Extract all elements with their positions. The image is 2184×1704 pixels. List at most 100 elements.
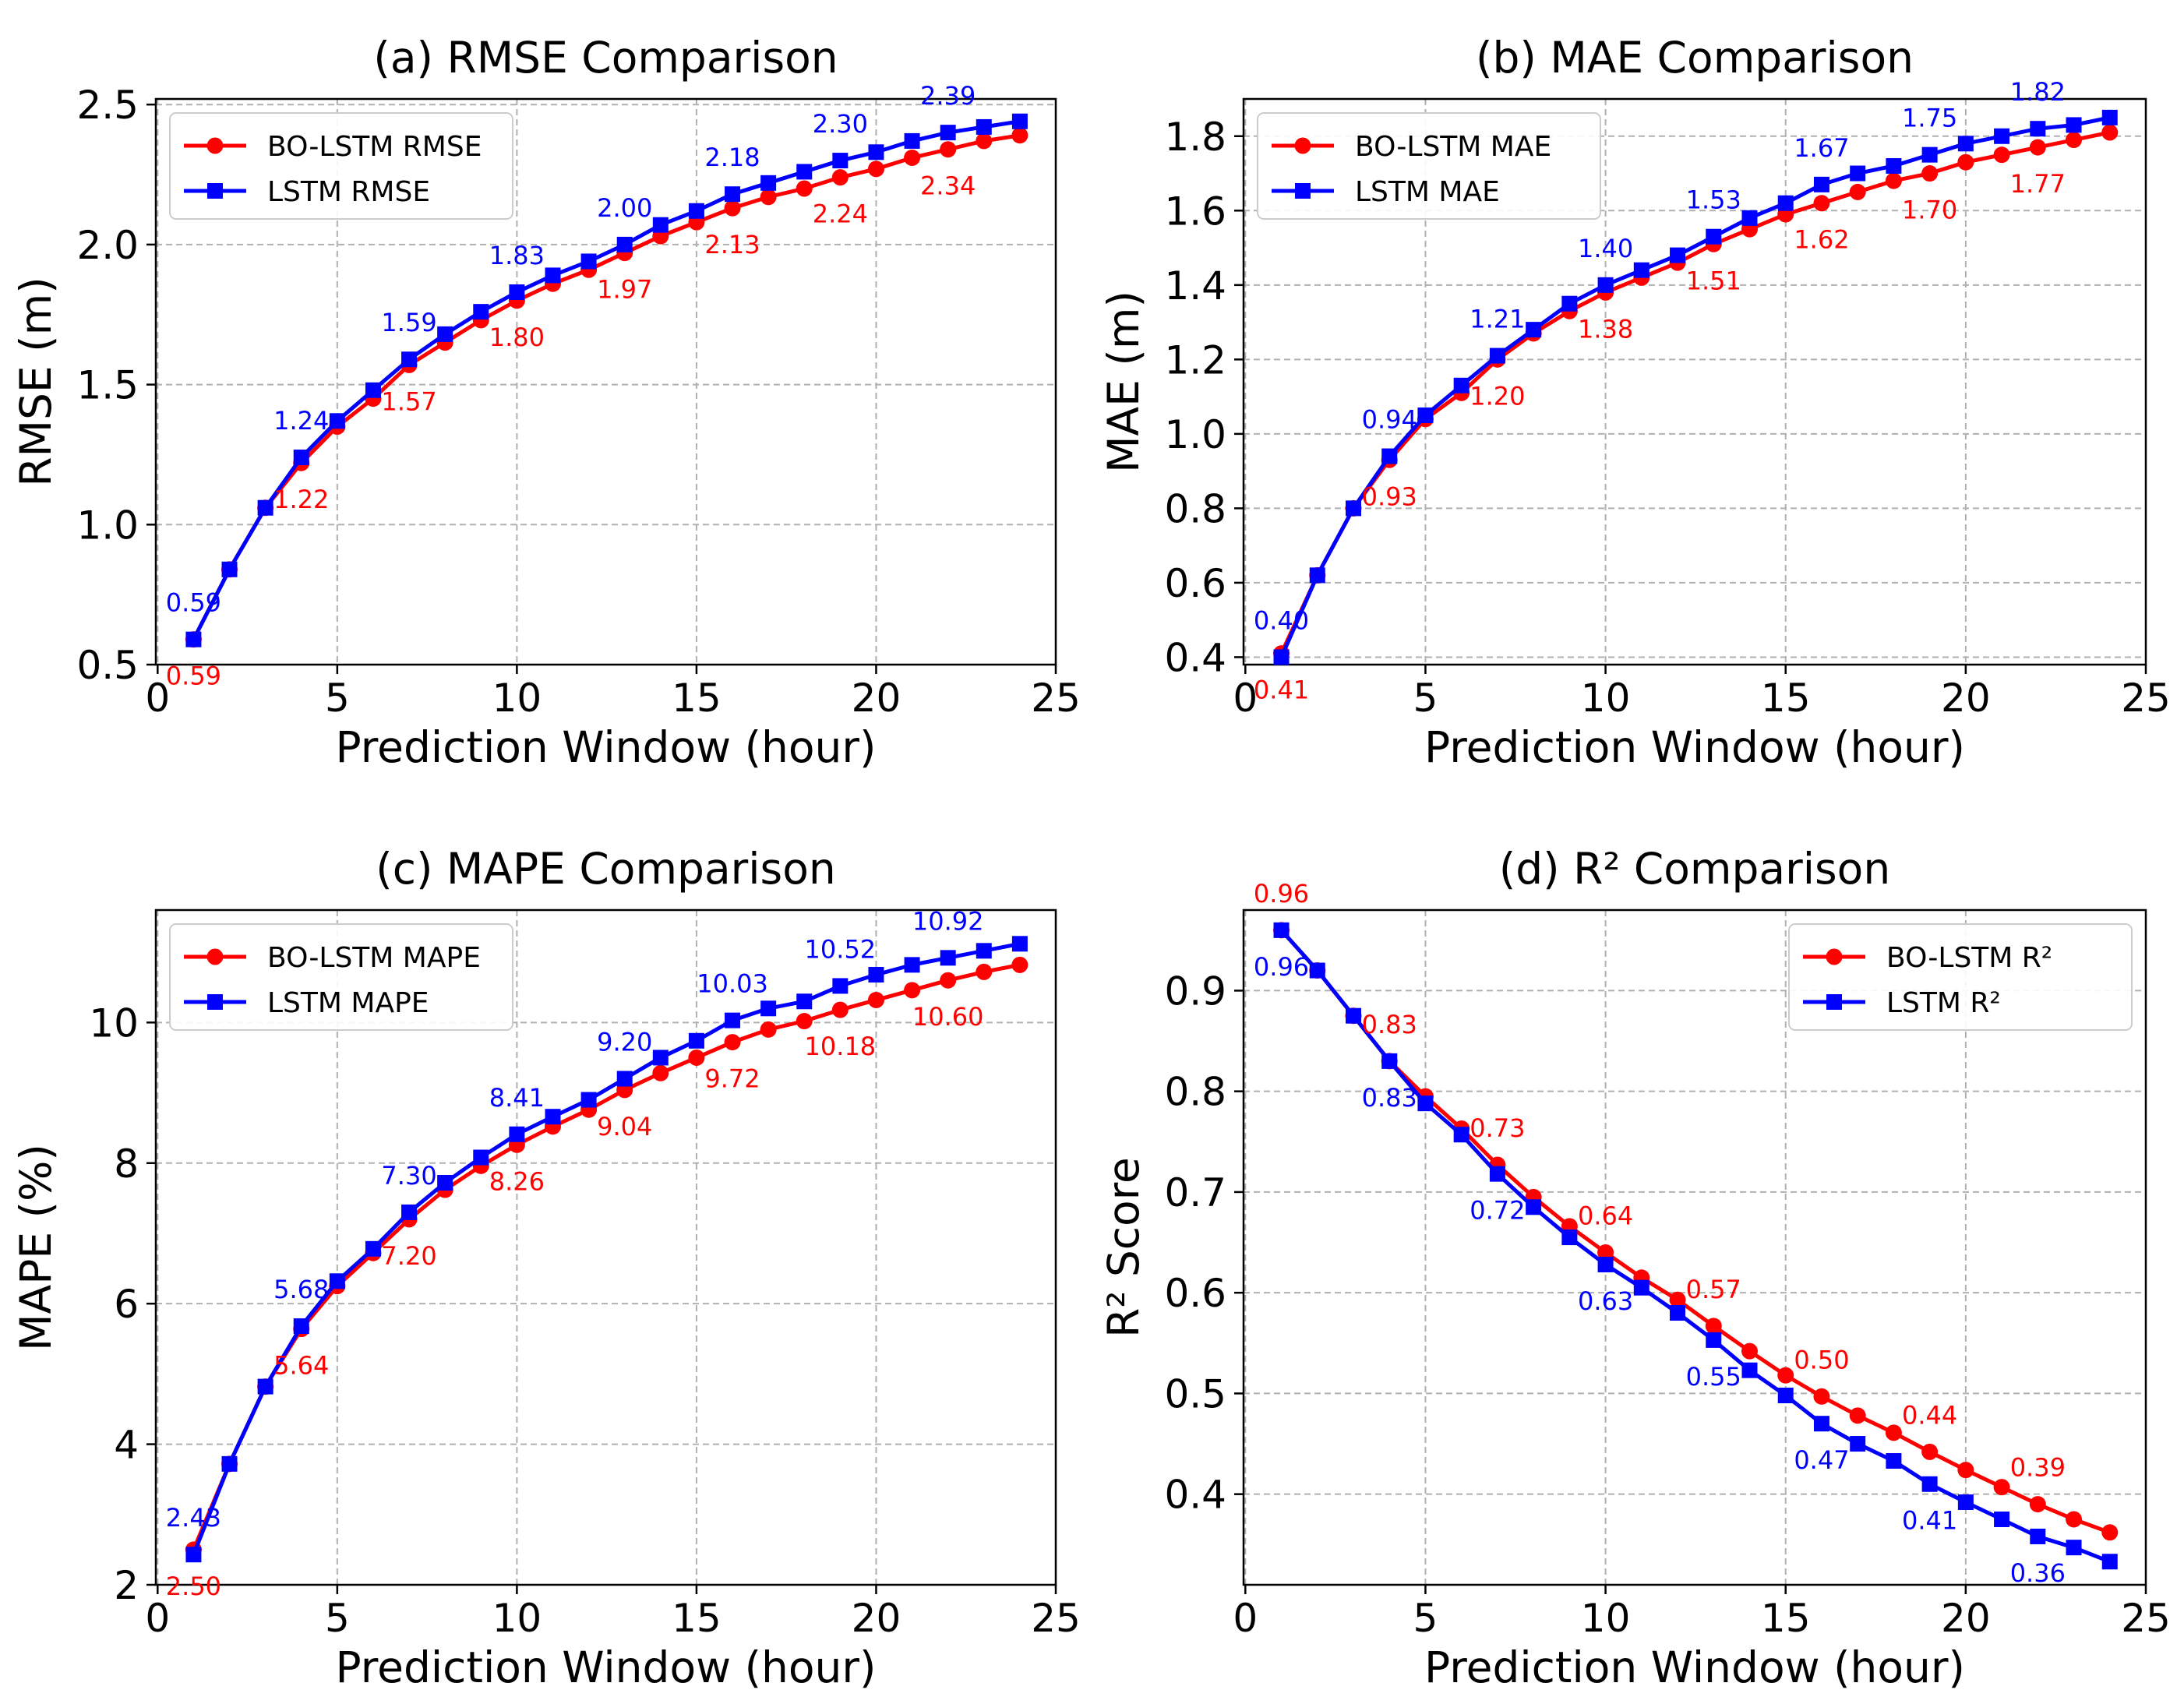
data-point-circle: [1741, 1342, 1758, 1360]
data-point-square: [976, 118, 992, 135]
data-point-circle: [2066, 1511, 2083, 1528]
data-point-square: [1453, 377, 1470, 393]
data-label: 2.50: [166, 1572, 221, 1601]
data-label: 1.59: [381, 308, 436, 337]
data-label: 1.57: [381, 386, 436, 416]
data-point-circle: [1813, 195, 1830, 212]
data-label: 10.18: [805, 1032, 877, 1061]
data-point-circle: [1957, 153, 1974, 171]
data-point-circle: [1993, 1479, 2010, 1496]
data-point-square: [545, 1109, 561, 1125]
legend-box: [1257, 112, 1601, 220]
data-point-square: [976, 943, 992, 959]
data-point-square: [1453, 1127, 1470, 1143]
data-point-square: [1526, 322, 1542, 338]
data-label: 1.67: [1794, 133, 1849, 163]
data-point-circle: [1921, 165, 1939, 182]
data-point-circle: [1957, 1462, 1974, 1479]
y-tick-label: 1.8: [1164, 115, 1226, 160]
y-axis-label: RMSE (m): [11, 277, 61, 486]
data-point-circle: [1849, 1407, 1866, 1424]
y-tick-label: 1.2: [1164, 337, 1226, 383]
data-point-square: [940, 950, 956, 966]
y-tick-label: 0.4: [1164, 1473, 1226, 1518]
data-label: 1.38: [1578, 314, 1633, 344]
data-point-square: [1957, 1494, 1974, 1511]
data-point-square: [293, 1318, 309, 1335]
data-point-square: [832, 978, 849, 994]
data-point-square: [725, 186, 741, 203]
data-label: 7.30: [381, 1161, 436, 1191]
x-tick-label: 25: [2121, 1596, 2171, 1641]
data-label: 7.20: [381, 1241, 436, 1271]
data-label: 9.20: [597, 1028, 652, 1057]
legend-label: BO-LSTM R²: [1886, 942, 2052, 974]
data-point-square: [473, 1149, 489, 1166]
axes-frame: [1242, 908, 2147, 1586]
data-point-square: [1741, 1362, 1758, 1378]
data-point-square: [1777, 195, 1794, 211]
data-label: 9.04: [597, 1112, 652, 1141]
x-tick-label: 0: [1233, 676, 1258, 721]
data-point-square: [652, 1050, 669, 1066]
x-tick-label: 15: [1761, 1596, 1811, 1641]
data-point-circle: [831, 169, 849, 186]
data-point-square: [1561, 1229, 1578, 1246]
data-point-circle: [976, 963, 993, 980]
data-label: 1.51: [1686, 266, 1741, 295]
data-point-square: [1741, 210, 1758, 226]
y-tick-label: 0.9: [1164, 968, 1226, 1014]
legend-marker-square: [1826, 994, 1842, 1010]
legend-marker-circle: [1294, 137, 1311, 154]
data-label: 0.36: [2010, 1558, 2066, 1588]
y-tick-label: 4: [114, 1423, 139, 1468]
data-point-circle: [1849, 183, 1866, 200]
x-tick-label: 25: [2121, 676, 2171, 721]
data-point-circle: [1011, 956, 1028, 973]
data-point-square: [221, 561, 238, 577]
data-point-circle: [2066, 132, 2083, 149]
data-point-square: [2030, 121, 2046, 137]
data-label: 1.62: [1794, 225, 1849, 255]
data-label: 0.96: [1254, 952, 1309, 982]
data-point-circle: [867, 991, 884, 1008]
data-label: 1.40: [1578, 234, 1633, 263]
data-point-square: [1706, 228, 1722, 245]
data-point-square: [401, 351, 418, 368]
data-point-square: [1381, 1053, 1398, 1069]
data-point-square: [437, 1175, 453, 1191]
data-label: 0.47: [1794, 1445, 1849, 1475]
chart-title: (d) R² Comparison: [1499, 844, 1890, 894]
y-tick-label: 10: [89, 1000, 139, 1046]
data-label: 0.39: [2010, 1453, 2066, 1483]
data-point-circle: [1813, 1388, 1830, 1405]
data-point-square: [616, 236, 633, 252]
data-label: 1.75: [1902, 104, 1957, 133]
data-label: 1.22: [273, 485, 329, 514]
data-point-square: [1417, 1095, 1434, 1112]
data-label: 1.70: [1902, 196, 1957, 225]
x-tick-label: 15: [672, 1596, 722, 1641]
y-tick-label: 2.0: [76, 223, 139, 268]
data-label: 2.34: [920, 171, 976, 201]
data-point-circle: [904, 149, 921, 166]
x-tick-label: 10: [1581, 1596, 1631, 1641]
y-tick-label: 8: [114, 1141, 139, 1187]
legend-marker-circle: [1826, 948, 1843, 965]
data-point-square: [2101, 109, 2118, 125]
legend-box: [169, 112, 513, 220]
data-point-circle: [1597, 1244, 1614, 1261]
data-point-square: [1670, 1305, 1686, 1321]
data-point-square: [1921, 1476, 1938, 1492]
y-tick-label: 2.5: [76, 83, 139, 128]
data-point-circle: [1669, 1291, 1686, 1308]
legend-box: [1788, 923, 2133, 1031]
data-point-square: [1777, 1388, 1794, 1404]
y-tick-label: 1.4: [1164, 263, 1226, 309]
data-point-square: [1994, 128, 2010, 144]
data-label: 1.53: [1686, 185, 1741, 215]
data-point-square: [1011, 113, 1028, 129]
data-label: 2.00: [597, 193, 652, 223]
y-tick-label: 0.6: [1164, 561, 1226, 606]
data-label: 2.30: [813, 109, 868, 139]
